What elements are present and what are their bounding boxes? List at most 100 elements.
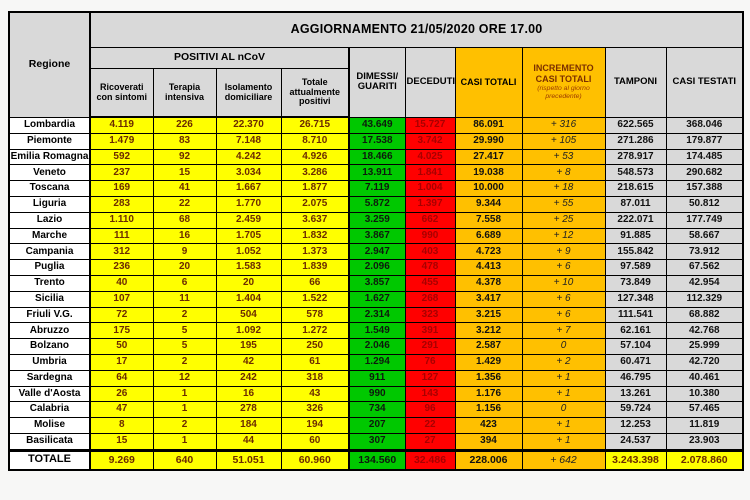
table-row: Campania 312 9 1.052 1.373 2.947 403 4.723 + 9 15… [8,243,744,261]
cell-incremento: 0 [521,401,606,419]
cell-terapia: 22 [152,195,217,213]
cell-isolamento: 1.667 [215,180,282,197]
cell-casi-totali: 4.378 [454,274,523,292]
cell-deceduti: 268 [404,290,456,308]
cell-casi-totali: 228.006 [454,448,523,471]
table-row: Puglia 236 20 1.583 1.839 2.096 478 4.413 + 6 97.… [8,259,744,276]
cell-casi-testati: 179.877 [665,132,744,150]
cell-deceduti: 76 [404,353,456,371]
cell-casi-testati: 10.380 [665,385,744,403]
incremento-title: INCREMENTO CASI TOTALI [533,63,594,84]
cell-casi-testati: 112.329 [665,290,744,308]
cell-casi-testati: 23.903 [665,432,744,451]
cell-incremento: + 6 [521,259,606,276]
cell-totale-positivi: 3.637 [280,211,350,229]
group-header-positivi: POSITIVI AL nCoV [89,47,350,69]
cell-tamponi: 127.348 [604,290,667,308]
column-header-casi-testati: CASI TESTATI [665,47,744,118]
column-header-casi-totali: CASI TOTALI [454,47,523,118]
cell-incremento: + 7 [521,322,606,340]
cell-incremento: + 1 [521,432,606,451]
cell-tamponi: 97.589 [604,259,667,276]
cell-isolamento: 42 [215,353,282,371]
cell-casi-totali: 7.558 [454,211,523,229]
cell-dimessi: 734 [348,401,406,419]
table-row: Toscana 169 41 1.667 1.877 7.119 1.004 10.000 + … [8,180,744,197]
cell-deceduti: 15.727 [404,116,456,134]
totals-row: TOTALE 9.269 640 51.051 60.960 134.560 32.486 2… [8,448,744,471]
cell-deceduti: 1.004 [404,180,456,197]
cell-isolamento: 22.370 [215,116,282,134]
cell-isolamento: 1.092 [215,322,282,340]
cell-casi-testati: 40.461 [665,369,744,387]
cell-region: Emilia Romagna [8,148,91,166]
table-row: Liguria 283 22 1.770 2.075 5.872 1.397 9.344 + 5… [8,195,744,213]
cell-region: Liguria [8,195,91,213]
cell-dimessi: 17.538 [348,132,406,150]
table-body: Lombardia 4.119 226 22.370 26.715 43.649 15.72… [8,116,744,471]
cell-dimessi: 2.046 [348,338,406,355]
cell-region: Umbria [8,353,91,371]
cell-tamponi: 155.842 [604,243,667,261]
cell-dimessi: 911 [348,369,406,387]
cell-deceduti: 22 [404,417,456,434]
cell-tamponi: 24.537 [604,432,667,451]
cell-isolamento: 51.051 [215,448,282,471]
cell-dimessi: 1.294 [348,353,406,371]
table-row: Basilicata 15 1 44 60 307 27 394 + 1 24.537 23.903 [8,432,744,451]
cell-tamponi: 12.253 [604,417,667,434]
cell-dimessi: 2.947 [348,243,406,261]
cell-region: Trento [8,274,91,292]
cell-isolamento: 1.770 [215,195,282,213]
cell-casi-testati: 73.912 [665,243,744,261]
cell-terapia: 15 [152,164,217,182]
column-header-ricoverati: Ricoverati con sintomi [89,68,154,118]
cell-totale-positivi: 60 [280,432,350,451]
cell-isolamento: 3.034 [215,164,282,182]
cell-totale-positivi: 66 [280,274,350,292]
cell-dimessi: 990 [348,385,406,403]
cell-casi-totali: 1.156 [454,401,523,419]
cell-incremento: + 12 [521,227,606,245]
column-header-deceduti: DECEDUTI [404,47,456,118]
cell-totale-positivi: 1.373 [280,243,350,261]
cell-terapia: 12 [152,369,217,387]
cell-region: Puglia [8,259,91,276]
cell-ricoverati: 40 [89,274,154,292]
cell-ricoverati: 592 [89,148,154,166]
cell-tamponi: 91.885 [604,227,667,245]
cell-terapia: 1 [152,432,217,451]
column-header-tamponi: TAMPONI [604,47,667,118]
cell-tamponi: 278.917 [604,148,667,166]
cell-terapia: 6 [152,274,217,292]
cell-casi-testati: 67.562 [665,259,744,276]
cell-isolamento: 7.148 [215,132,282,150]
cell-tamponi: 218.615 [604,180,667,197]
cell-region: Campania [8,243,91,261]
cell-tamponi: 622.565 [604,116,667,134]
cell-isolamento: 1.404 [215,290,282,308]
cell-terapia: 5 [152,338,217,355]
cell-incremento: + 2 [521,353,606,371]
cell-tamponi: 60.471 [604,353,667,371]
cell-totale-positivi: 26.715 [280,116,350,134]
cell-ricoverati: 15 [89,432,154,451]
cell-region: Molise [8,417,91,434]
cell-dimessi: 1.549 [348,322,406,340]
cell-tamponi: 62.161 [604,322,667,340]
cell-casi-totali: 6.689 [454,227,523,245]
cell-incremento: + 6 [521,290,606,308]
cell-totale-positivi: 60.960 [280,448,350,471]
cell-terapia: 92 [152,148,217,166]
cell-terapia: 20 [152,259,217,276]
cell-dimessi: 207 [348,417,406,434]
cell-casi-totali: 1.429 [454,353,523,371]
cell-region: Sardegna [8,369,91,387]
cell-dimessi: 18.466 [348,148,406,166]
cell-casi-testati: 25.999 [665,338,744,355]
cell-totale-positivi: 61 [280,353,350,371]
update-banner: AGGIORNAMENTO 21/05/2020 ORE 17.00 [89,11,744,48]
cell-region: TOTALE [8,448,91,471]
cell-ricoverati: 111 [89,227,154,245]
cell-totale-positivi: 1.839 [280,259,350,276]
